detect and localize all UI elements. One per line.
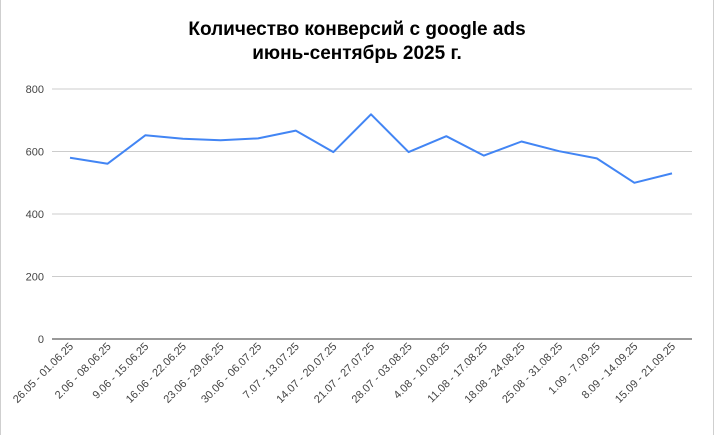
chart-title-line-1: Количество конверсий с google ads bbox=[188, 19, 526, 40]
data-point bbox=[481, 153, 486, 158]
chart-title: Количество конверсий с google ads июнь-с… bbox=[0, 18, 714, 66]
data-point bbox=[180, 136, 185, 141]
series-layer bbox=[68, 112, 675, 185]
y-tick-label: 400 bbox=[26, 209, 44, 221]
data-point bbox=[331, 150, 336, 155]
x-axis-ticks: 26.05 - 01.06.252.06 - 08.06.259.06 - 15… bbox=[11, 341, 678, 406]
chart-title-line-2: июнь-сентябрь 2025 г. bbox=[252, 43, 462, 64]
data-point bbox=[519, 139, 524, 144]
gridlines bbox=[52, 88, 692, 340]
y-tick-label: 800 bbox=[26, 84, 44, 96]
y-tick-label: 200 bbox=[26, 272, 44, 284]
data-point bbox=[369, 112, 374, 117]
data-point bbox=[256, 136, 261, 141]
data-point bbox=[293, 128, 298, 133]
data-point bbox=[632, 180, 637, 185]
data-point bbox=[594, 156, 599, 161]
data-point bbox=[218, 138, 223, 143]
y-axis-ticks: 0 200 400 600 800 bbox=[26, 84, 44, 346]
data-point bbox=[670, 171, 675, 176]
data-point bbox=[68, 155, 73, 160]
data-point bbox=[105, 161, 110, 166]
data-point bbox=[557, 149, 562, 154]
y-tick-label: 600 bbox=[26, 147, 44, 159]
series-line bbox=[69, 113, 673, 184]
data-point bbox=[406, 150, 411, 155]
data-point bbox=[143, 133, 148, 138]
data-point bbox=[444, 134, 449, 139]
y-tick-label: 0 bbox=[38, 334, 44, 346]
